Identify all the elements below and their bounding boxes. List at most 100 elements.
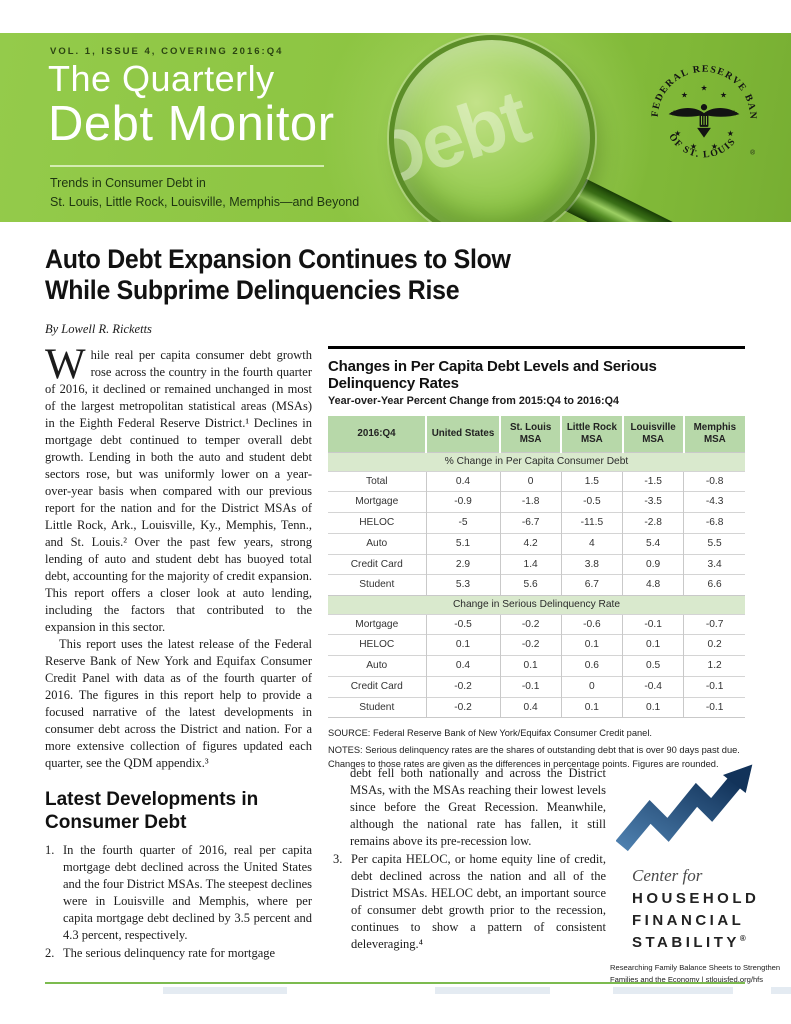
table-cell: -0.2 [425, 696, 500, 719]
footer-ghost-bar [613, 987, 733, 994]
table-cell: 0.4 [425, 655, 500, 677]
table-cell: Credit Card [328, 675, 426, 698]
table-cell: -0.4 [621, 675, 684, 698]
table-cell: Auto [328, 532, 426, 555]
table-cell: -0.9 [425, 491, 500, 513]
tagline-line2: St. Louis, Little Rock, Louisville, Memp… [50, 194, 360, 209]
masthead-tagline: Trends in Consumer Debt in St. Louis, Li… [50, 174, 359, 212]
table-cell: Mortgage [328, 613, 426, 635]
magnifier-handle [557, 172, 767, 222]
table-cell: 4.8 [621, 574, 684, 596]
table-section-label: Change in Serious Delinquency Rate [328, 595, 745, 615]
svg-text:★: ★ [681, 91, 688, 100]
table-cell: 2.9 [425, 553, 500, 575]
table-cell: 0.2 [683, 634, 745, 656]
table-source: SOURCE: Federal Reserve Bank of New York… [328, 728, 652, 739]
table-cell: Mortgage [328, 491, 426, 513]
table-cell: Auto [328, 655, 426, 677]
table-cell: Student [328, 696, 426, 719]
article-headline: Auto Debt Expansion Continues to Slow Wh… [45, 244, 511, 306]
hfs-logo-block: Center for HOUSEHOLD FINANCIAL STABILITY… [606, 762, 790, 986]
table-cell: -0.1 [683, 696, 745, 719]
table-cell: -3.5 [621, 491, 684, 513]
table-row: Student 5.3 5.6 6.7 4.8 6.6 [328, 574, 745, 596]
table-cell: -0.2 [499, 634, 562, 656]
table-cell: 0.6 [560, 655, 623, 677]
table-cell: 0.9 [621, 553, 684, 575]
table-cell: -11.5 [560, 512, 623, 534]
logo-tagline: Researching Family Balance Sheets to Str… [610, 963, 781, 985]
table-header-cell: Louisville MSA [621, 415, 684, 453]
table-cell: 0.4 [425, 470, 500, 492]
table-title: Changes in Per Capita Debt Levels and Se… [328, 357, 657, 392]
logo-line1: HOUSEHOLD [632, 890, 760, 907]
zigzag-arrow-icon [616, 764, 753, 852]
table-row: Mortgage -0.9 -1.8 -0.5 -3.5 -4.3 [328, 491, 745, 513]
table-cell: 0.1 [499, 655, 562, 677]
seal-eagle [668, 104, 740, 138]
table-cell: 1.2 [683, 655, 745, 677]
table-cell: -1.8 [499, 491, 562, 513]
table-section-row: Change in Serious Delinquency Rate [328, 595, 745, 615]
svg-text:★: ★ [711, 142, 718, 151]
list-item-text: In the fourth quarter of 2016, real per … [63, 843, 312, 943]
table-cell: -5 [425, 512, 500, 534]
table-cell: -0.1 [683, 675, 745, 698]
federal-reserve-seal-icon: FEDERAL RESERVE BANK OF ST. LOUIS ★★★ ★★… [645, 59, 757, 161]
table-cell: 0.1 [621, 634, 684, 656]
table-cell: 0.1 [621, 696, 684, 719]
table-cell: -1.5 [621, 470, 684, 492]
headline-line1: Auto Debt Expansion Continues to Slow [45, 244, 511, 274]
table-section-row: % Change in Per Capita Consumer Debt [328, 451, 745, 472]
table-row: Student -0.2 0.4 0.1 0.1 -0.1 [328, 696, 745, 719]
masthead-title-line1: The Quarterly [48, 58, 275, 99]
masthead-banner: Debt Debt FEDERAL RESERVE BANK OF ST. LO… [0, 33, 791, 222]
table-header-cell: United States [425, 415, 500, 453]
list-item: 2. The serious delinquency rate for mortg… [45, 945, 312, 962]
table-cell: 3.4 [683, 553, 745, 575]
svg-text:★: ★ [690, 142, 697, 151]
table-row: Auto 0.4 0.1 0.6 0.5 1.2 [328, 655, 745, 677]
table-header-cell: St. Louis MSA [498, 415, 562, 453]
table-cell: 5.6 [499, 574, 562, 596]
table-notes: NOTES: Serious delinquency rates are the… [328, 745, 740, 770]
table-cell: 0.1 [560, 634, 623, 656]
table-cell: -0.8 [683, 470, 745, 492]
svg-text:★: ★ [674, 129, 681, 138]
list-item: 3. Per capita HELOC, or home equity line … [333, 851, 606, 953]
list-item: 1. In the fourth quarter of 2016, real pe… [45, 842, 312, 944]
table-header-cell: Memphis MSA [682, 415, 745, 453]
numbered-list-continued: 3. Per capita HELOC, or home equity line … [333, 851, 606, 953]
table-cell: Total [328, 470, 426, 492]
debt-table: 2016:Q4 United States St. Louis MSA Little … [328, 415, 745, 719]
list-item-number: 1. [45, 843, 55, 858]
table-cell: -0.2 [425, 675, 500, 698]
table-cell: -4.3 [683, 491, 745, 513]
tagline-line1: Trends in Consumer Debt in [50, 176, 206, 190]
list-item-text: The serious delinquency rate for mortgag… [63, 946, 276, 961]
masthead-title-line2: Debt Monitor [48, 97, 335, 151]
article-middle-column: debt fell both nationally and across the… [333, 765, 606, 953]
table-cell: 4.2 [499, 532, 562, 555]
table-cell: -0.2 [499, 613, 562, 635]
table-cell: -0.5 [425, 613, 500, 635]
table-cell: 0.1 [560, 696, 623, 719]
list-item-2-continuation: debt fell both nationally and across the… [350, 766, 606, 848]
table-cell: 6.6 [683, 574, 745, 596]
table-row: Mortgage -0.5 -0.2 -0.6 -0.1 -0.7 [328, 613, 745, 635]
table-cell: -0.7 [683, 613, 745, 635]
table-cell: 6.7 [560, 574, 623, 596]
table-cell: 0.1 [425, 634, 500, 656]
list-item-text: Per capita HELOC, or home equity line of… [351, 852, 606, 951]
table-cell: -0.1 [621, 613, 684, 635]
table-cell: HELOC [328, 512, 426, 534]
table-cell: -0.1 [499, 675, 562, 698]
table-cell: Student [328, 574, 426, 596]
table-cell: 4 [560, 532, 623, 555]
table-header-cell: Little Rock MSA [560, 415, 623, 453]
table-cell: -2.8 [621, 512, 684, 534]
issue-line: VOL. 1, ISSUE 4, COVERING 2016:Q4 [50, 46, 284, 57]
list-item-number: 2. [45, 946, 55, 961]
